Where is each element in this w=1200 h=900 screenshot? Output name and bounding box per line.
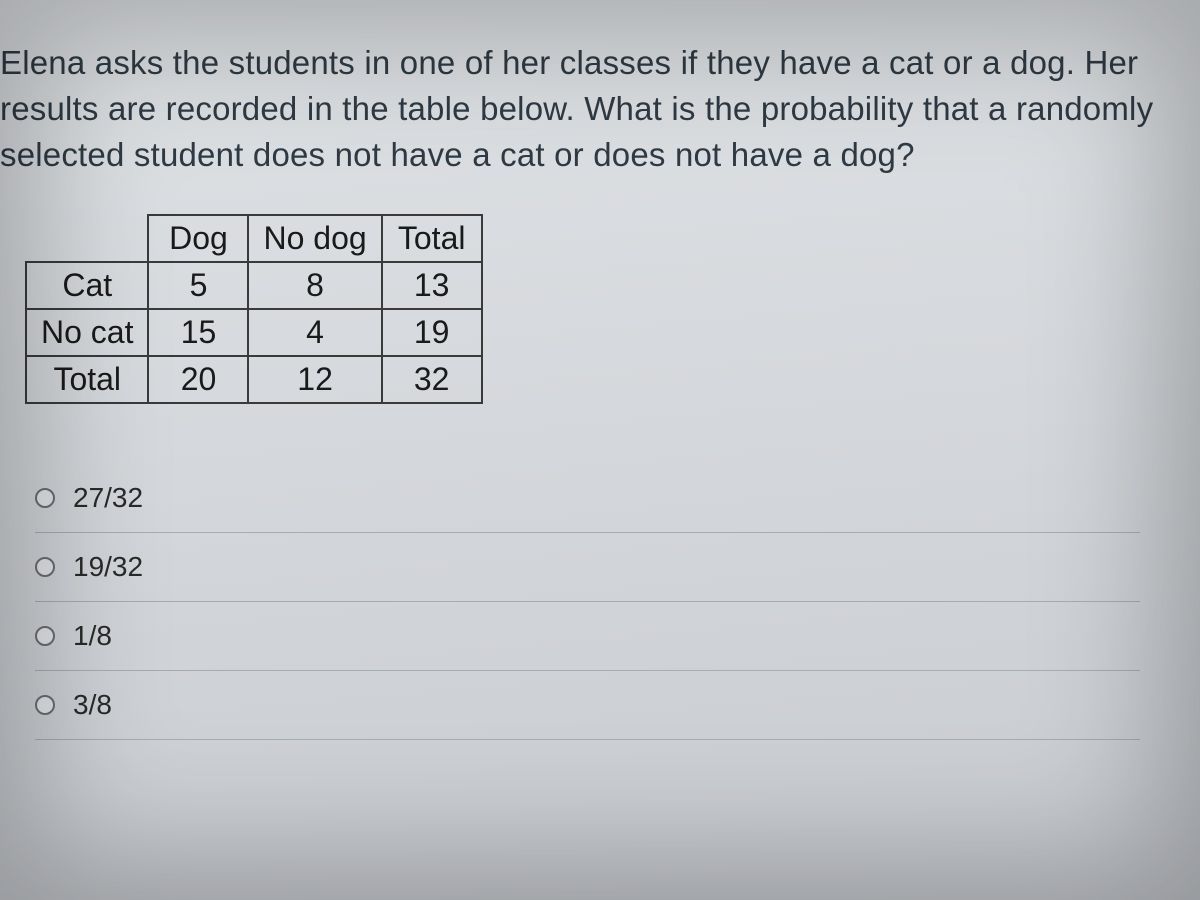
cell: 15 [148,309,248,356]
cell: 8 [248,262,381,309]
cell: 4 [248,309,381,356]
radio-icon[interactable] [35,488,55,508]
cell: 32 [382,356,482,403]
cell: 19 [382,309,482,356]
cell: 5 [148,262,248,309]
table-row: No cat 15 4 19 [26,309,482,356]
cell: 12 [248,356,381,403]
option-label: 3/8 [73,689,112,721]
table-corner-blank [26,215,148,262]
row-header-nocat: No cat [26,309,148,356]
radio-icon[interactable] [35,695,55,715]
data-table: Dog No dog Total Cat 5 8 13 No cat 15 4 … [25,214,483,404]
row-header-cat: Cat [26,262,148,309]
cell: 20 [148,356,248,403]
option-row[interactable]: 1/8 [35,602,1140,671]
option-row[interactable]: 3/8 [35,671,1140,740]
row-header-total: Total [26,356,148,403]
option-label: 1/8 [73,620,112,652]
question-text: Elena asks the students in one of her cl… [0,40,1180,179]
table-row: Cat 5 8 13 [26,262,482,309]
col-header-nodog: No dog [248,215,381,262]
option-label: 27/32 [73,482,143,514]
col-header-dog: Dog [148,215,248,262]
option-row[interactable]: 19/32 [35,533,1140,602]
col-header-total: Total [382,215,482,262]
radio-icon[interactable] [35,626,55,646]
cell: 13 [382,262,482,309]
radio-icon[interactable] [35,557,55,577]
option-row[interactable]: 27/32 [35,464,1140,533]
table-header-row: Dog No dog Total [26,215,482,262]
answer-options: 27/32 19/32 1/8 3/8 [35,464,1140,740]
table-row: Total 20 12 32 [26,356,482,403]
option-label: 19/32 [73,551,143,583]
